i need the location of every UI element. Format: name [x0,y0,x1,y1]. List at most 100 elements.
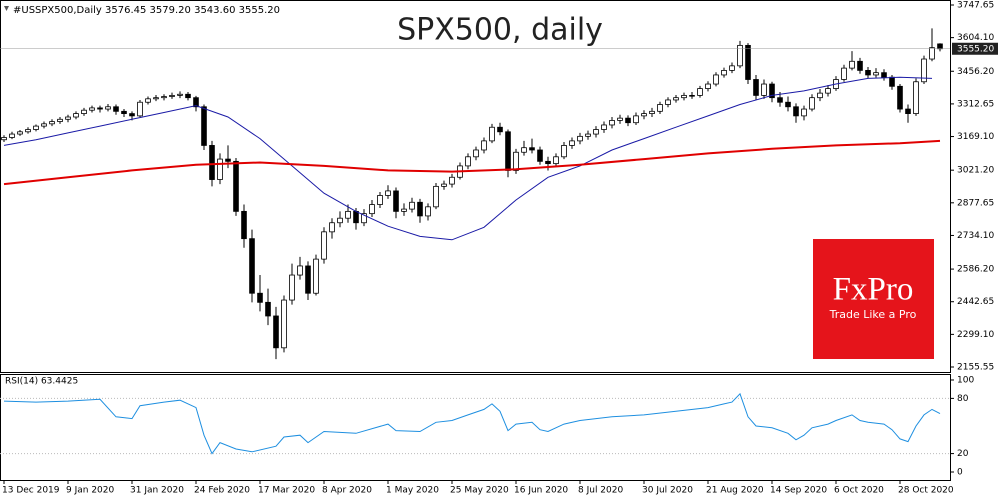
candle-body [137,101,143,117]
logo-tagline: Trade Like a Pro [829,308,917,321]
candle-body [273,315,279,349]
candle-body [561,145,567,158]
candle-body [633,115,639,124]
candle-body [233,160,239,212]
candle-body [337,217,343,224]
candle-body [769,83,775,99]
candle-body [201,106,207,146]
candle-body [25,129,31,133]
candle-body [257,292,263,303]
candle-body [97,107,103,110]
candle-body [145,98,151,103]
x-tick-label: 28 Oct 2020 [898,486,954,496]
candle-body [353,210,359,224]
candle-body [321,231,327,260]
candle-body [57,118,63,122]
y-tick-label: 3169.10 [957,132,994,142]
y-tick-label: 2155.55 [957,363,994,373]
y-tick-label: 3456.20 [957,67,994,77]
candle-body [529,147,535,151]
candle-body [785,101,791,108]
candle-body [513,151,519,171]
candle-body [41,123,47,127]
candle-body [481,140,487,151]
candle-body [865,69,871,76]
candle-body [185,93,191,99]
candle-body [801,108,807,117]
candle-body [449,176,455,185]
candle-body [305,265,311,294]
candle-body [65,116,71,120]
candle-body [313,258,319,294]
x-tick-label: 6 Oct 2020 [834,486,884,496]
y-tick-label: 3604.10 [957,33,994,43]
candle-body [585,133,591,137]
moving-average [3,76,933,241]
candle-body [809,97,815,110]
candle-body [73,113,79,118]
candle-body [577,135,583,142]
candle-body [841,67,847,80]
candle-body [681,95,687,99]
candle-body [897,85,903,110]
candle-body [889,76,895,87]
header: #USSPX500,Daily 3576.45 3579.20 3543.60 … [13,5,280,16]
candle-body [129,113,135,117]
candle-body [505,131,511,171]
candle-body [497,126,503,133]
candle-body [385,190,391,196]
candle-body [329,222,335,233]
candle-body [489,126,495,142]
y-tick-label: 2734.10 [957,231,994,241]
candle-body [17,131,23,135]
logo-brand: FxPro [833,272,914,308]
candle-body [193,97,199,108]
x-tick-label: 31 Jan 2020 [130,486,184,496]
candle-body [345,210,351,219]
candle-body [617,117,623,121]
candle-body [937,43,943,50]
candle-body [545,160,551,165]
candle-body [729,65,735,71]
candle-body [777,97,783,103]
y-tick-label: 3021.20 [957,166,994,176]
candle-body [593,129,599,135]
candle-body [425,206,431,217]
candle-body [1,137,7,141]
candle-body [737,44,743,67]
candle-body [825,88,831,94]
candle-body [393,190,399,212]
candle-body [921,58,927,83]
candle-body [153,97,159,100]
candle-body [209,145,215,180]
x-tick-label: 30 Jul 2020 [642,486,693,496]
x-tick-label: 17 Mar 2020 [258,486,315,496]
candle-body [881,72,887,78]
candle-body [249,238,255,294]
x-tick-label: 24 Feb 2020 [194,486,250,496]
candle-body [217,158,223,180]
candle-body [81,109,87,115]
candle-body [793,106,799,117]
candle-body [241,210,247,240]
y-tick-label: 2586.20 [957,265,994,275]
candle-body [905,108,911,115]
y-tick-label: 2299.10 [957,330,994,340]
candle-body [177,93,183,96]
candle-body [401,208,407,212]
price-pane [0,0,951,373]
candle-body [625,117,631,124]
candle-body [377,195,383,205]
rsi-line [3,392,941,455]
candle-body [361,213,367,224]
candle-body [465,156,471,167]
last-price-tag [952,42,998,55]
candle-body [649,110,655,115]
rsi-y-tick-label: 80 [957,394,969,404]
x-tick-label: 8 Apr 2020 [322,486,372,496]
candle-body [601,124,607,130]
moving-average [3,139,941,186]
